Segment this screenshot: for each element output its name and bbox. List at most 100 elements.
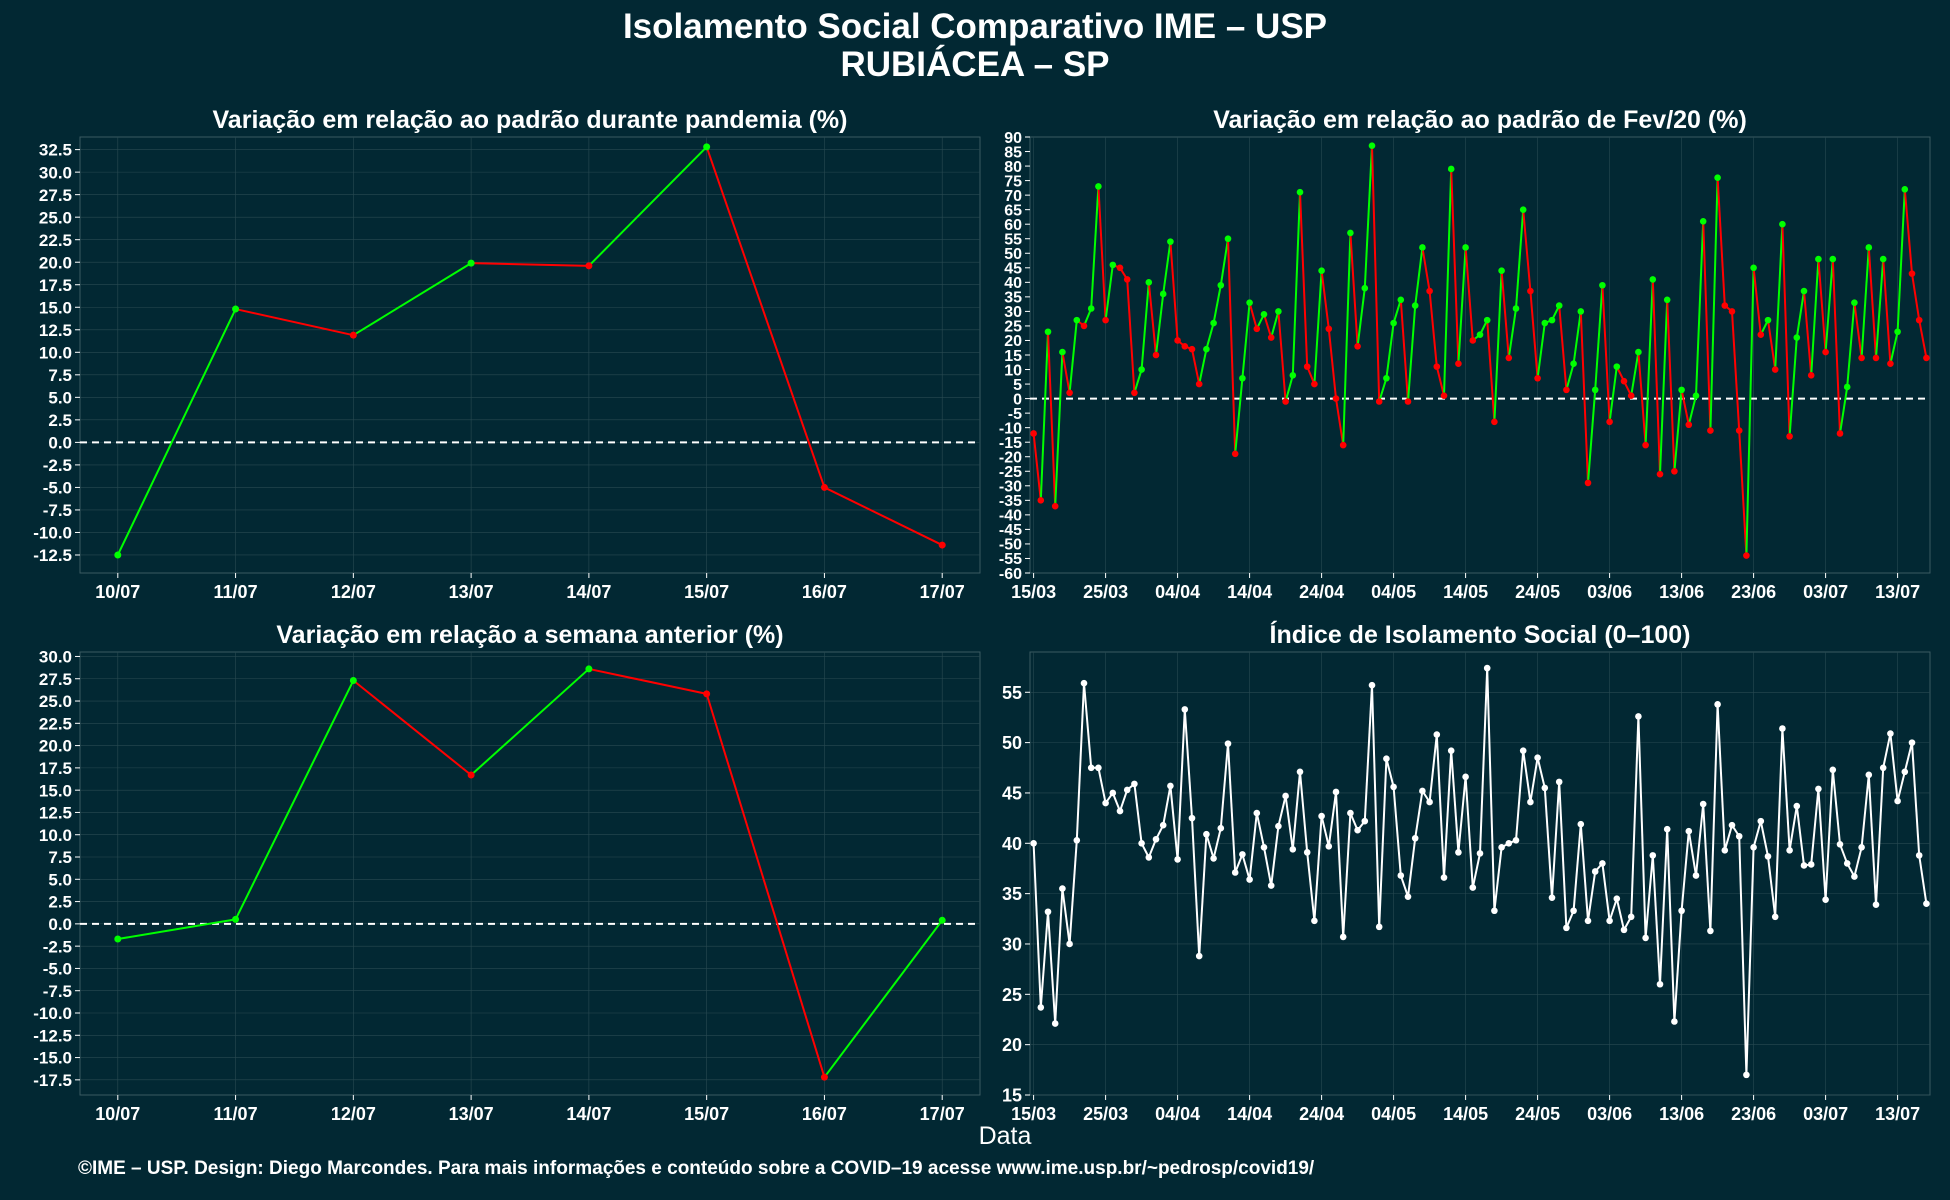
- data-point: 18/05: -8: [1491, 418, 1498, 426]
- data-point: 25/05: 45.5: [1541, 784, 1549, 792]
- data-point: 05/05: 34: [1397, 296, 1405, 304]
- data-point: 16/07: 27: [1915, 316, 1923, 324]
- y-tick-label: 15: [1002, 1085, 1022, 1105]
- data-point: 08/06: -16: [1642, 441, 1649, 449]
- data-point: 12/07: 12: [1887, 360, 1894, 368]
- series-segment: [1817, 788, 1827, 900]
- y-tick-label: 40: [1004, 275, 1022, 292]
- series-segment: [1291, 192, 1301, 376]
- series-segment: [1284, 795, 1294, 850]
- data-point: 10/04: 41.5: [1217, 824, 1225, 832]
- data-point: 23/06: 39.6: [1750, 844, 1757, 851]
- series-segment: [1738, 430, 1748, 556]
- x-tick-label: 15/07: [684, 582, 729, 602]
- series-segment: [705, 693, 826, 1078]
- data-point: 01/07: 37.9: [1807, 861, 1815, 868]
- series-segment: [1788, 337, 1798, 437]
- y-tick-label: 15.0: [39, 298, 72, 317]
- y-tick-label: -50: [999, 537, 1022, 554]
- data-point: 24/04: 42.7: [1318, 812, 1325, 820]
- series-segment: [1263, 847, 1273, 886]
- data-point: 16/03: 23.7: [1037, 1004, 1045, 1011]
- data-point: 12/04: -19: [1231, 450, 1239, 458]
- data-point: 19/03: 35.5: [1059, 885, 1066, 892]
- y-tick-label: 40: [1002, 834, 1022, 854]
- series-segment: [1666, 299, 1676, 472]
- series-segment: [1327, 791, 1337, 847]
- series-segment: [352, 679, 472, 776]
- data-point: 02/06: 38: [1599, 860, 1606, 867]
- data-point: 07/05: 32: [1411, 302, 1419, 309]
- data-point: 17/05: 27: [1483, 316, 1491, 324]
- data-point: 24/05: 7: [1534, 374, 1541, 382]
- series-segment: [1039, 331, 1049, 501]
- series-segment: [1824, 259, 1834, 353]
- series-segment: [1752, 820, 1762, 848]
- data-point: 12/07: 11.9: [349, 331, 357, 339]
- series-segment: [1299, 192, 1309, 367]
- series-segment: [1860, 247, 1870, 358]
- series-segment: [588, 146, 708, 267]
- data-point: 21/06: 40.7: [1735, 832, 1743, 840]
- y-tick-label: 5.0: [48, 870, 72, 889]
- data-point: 08/05: 45.2: [1419, 787, 1426, 795]
- data-point: 29/05: 12: [1570, 360, 1577, 368]
- y-tick-label: -10.0: [33, 1004, 72, 1023]
- y-tick-label: -35: [999, 493, 1022, 510]
- data-point: 12/07: 50.9: [1887, 730, 1894, 737]
- x-tick-label: 14/07: [566, 1104, 611, 1124]
- data-point: 24/05: 48.5: [1534, 754, 1541, 762]
- data-point: 12/04: 37.1: [1231, 869, 1239, 876]
- data-point: 21/03: 27: [1073, 316, 1081, 324]
- y-tick-label: 20: [1004, 333, 1022, 350]
- series-segment: [1450, 750, 1460, 853]
- series-segment: [1061, 888, 1071, 945]
- series-segment: [1716, 704, 1726, 851]
- data-point: 13/05: 39.1: [1455, 849, 1462, 856]
- series-segment: [1385, 758, 1395, 788]
- series-segment: [1803, 290, 1813, 376]
- series-segment: [1687, 395, 1697, 426]
- data-point: 19/05: 44: [1498, 267, 1505, 275]
- data-point: 15/07: 32.8: [703, 143, 711, 151]
- y-tick-label: 12.5: [39, 321, 72, 340]
- data-point: 29/06: 43.7: [1793, 802, 1801, 810]
- series-segment: [1335, 791, 1345, 937]
- x-tick-label: 13/07: [1875, 1104, 1920, 1124]
- series-segment: [1579, 311, 1589, 483]
- series-segment: [1457, 247, 1467, 364]
- y-tick-label: 32.5: [39, 141, 72, 160]
- series-segment: [1068, 840, 1078, 945]
- y-tick-label: 30.0: [39, 648, 72, 667]
- data-point: 02/07: 48: [1815, 255, 1822, 263]
- x-tick-label: 23/06: [1731, 582, 1776, 602]
- series-segment: [1759, 820, 1769, 857]
- chart-panel-2: Variação em relação ao padrão de Fev/20 …: [999, 106, 1931, 602]
- series-segment: [1853, 847, 1863, 877]
- data-point: 14/05: 52: [1462, 244, 1469, 251]
- data-point: 08/06: 30.6: [1642, 934, 1649, 942]
- data-point: 23/04: 5: [1311, 380, 1318, 388]
- series-segment: [705, 146, 826, 488]
- series-segment: [1659, 829, 1669, 985]
- series-segment: [1399, 299, 1409, 402]
- data-point: 01/06: 37.2: [1591, 868, 1599, 875]
- data-point: 17/04: 35.8: [1267, 882, 1275, 889]
- data-point: 06/05: 34.7: [1404, 893, 1412, 900]
- series-segment: [1385, 322, 1395, 379]
- series-segment: [1875, 259, 1885, 358]
- data-point: 14/05: 46.6: [1462, 773, 1469, 781]
- series-segment: [1399, 875, 1409, 897]
- series-segment: [1608, 366, 1618, 422]
- series-segment: [1673, 910, 1683, 1022]
- series-segment: [1133, 783, 1143, 844]
- data-point: 05/06: 31.4: [1620, 926, 1628, 934]
- series-segment: [1486, 668, 1496, 911]
- x-tick-label: 12/07: [331, 582, 376, 602]
- series-segment: [1702, 221, 1712, 431]
- x-tick-label: 04/05: [1371, 1104, 1416, 1124]
- series-segment: [1745, 847, 1755, 1075]
- data-point: 15/04: 43: [1253, 809, 1261, 817]
- series-segment: [1392, 786, 1402, 876]
- series-segment: [1601, 863, 1611, 921]
